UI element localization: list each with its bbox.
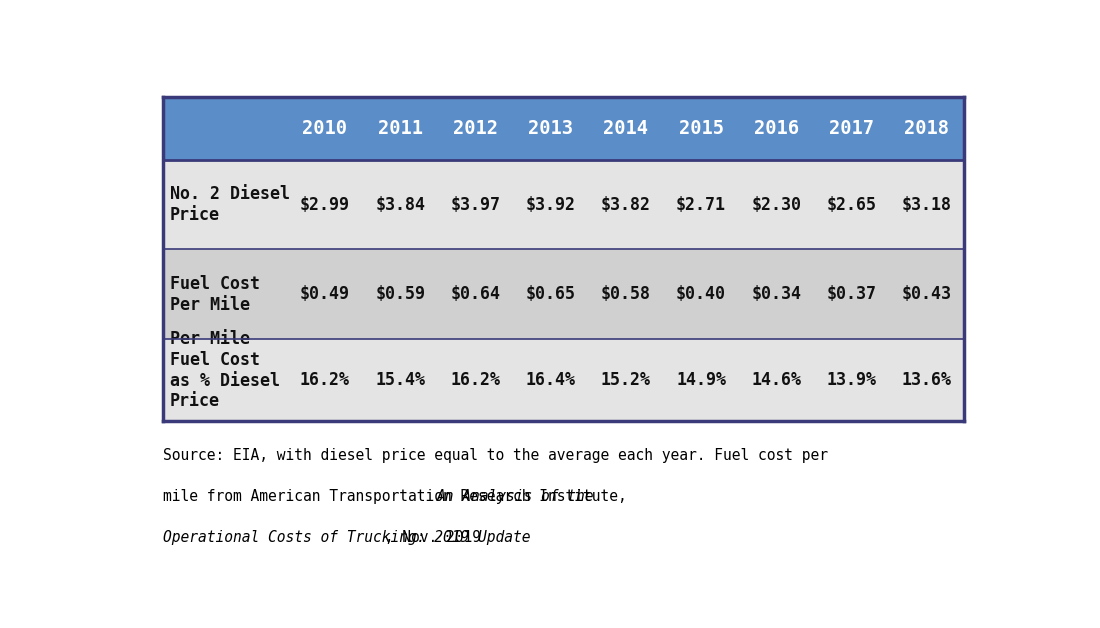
Text: Operational Costs of Trucking: 2019 Update: Operational Costs of Trucking: 2019 Upda… bbox=[163, 530, 530, 545]
Text: $2.30: $2.30 bbox=[751, 196, 801, 214]
Text: mile from American Transportation Research Institute,: mile from American Transportation Resear… bbox=[163, 489, 636, 504]
Text: 14.6%: 14.6% bbox=[751, 371, 801, 389]
Text: 13.9%: 13.9% bbox=[826, 371, 877, 389]
Text: 2016: 2016 bbox=[754, 119, 799, 138]
Text: , Nov. 2019: , Nov. 2019 bbox=[376, 530, 481, 545]
Text: $0.49: $0.49 bbox=[300, 285, 350, 303]
Text: $3.92: $3.92 bbox=[526, 196, 575, 214]
Text: $0.64: $0.64 bbox=[450, 285, 500, 303]
Text: $0.59: $0.59 bbox=[375, 285, 425, 303]
Text: No. 2 Diesel
Price: No. 2 Diesel Price bbox=[169, 185, 290, 224]
Text: 16.2%: 16.2% bbox=[300, 371, 350, 389]
Text: $0.34: $0.34 bbox=[751, 285, 801, 303]
FancyBboxPatch shape bbox=[163, 97, 965, 160]
Text: 2018: 2018 bbox=[904, 119, 949, 138]
Text: 16.4%: 16.4% bbox=[526, 371, 575, 389]
Text: $3.82: $3.82 bbox=[601, 196, 651, 214]
Text: 2017: 2017 bbox=[829, 119, 874, 138]
Text: $0.58: $0.58 bbox=[601, 285, 651, 303]
Text: $2.65: $2.65 bbox=[826, 196, 877, 214]
Text: 2014: 2014 bbox=[604, 119, 648, 138]
Text: 15.2%: 15.2% bbox=[601, 371, 651, 389]
Text: $0.65: $0.65 bbox=[526, 285, 575, 303]
Text: $0.37: $0.37 bbox=[826, 285, 877, 303]
Text: Fuel Cost
Per Mile: Fuel Cost Per Mile bbox=[169, 275, 260, 313]
Text: 2010: 2010 bbox=[302, 119, 348, 138]
Text: 2012: 2012 bbox=[453, 119, 498, 138]
FancyBboxPatch shape bbox=[163, 160, 965, 249]
Text: $0.43: $0.43 bbox=[902, 285, 952, 303]
Text: $3.84: $3.84 bbox=[375, 196, 425, 214]
Text: $2.99: $2.99 bbox=[300, 196, 350, 214]
Text: Source: EIA, with diesel price equal to the average each year. Fuel cost per: Source: EIA, with diesel price equal to … bbox=[163, 448, 828, 463]
Text: 2015: 2015 bbox=[679, 119, 724, 138]
Text: Per Mile
Fuel Cost
as % Diesel
Price: Per Mile Fuel Cost as % Diesel Price bbox=[169, 330, 279, 410]
Text: An Analysis of the: An Analysis of the bbox=[437, 489, 594, 504]
Text: 14.9%: 14.9% bbox=[676, 371, 726, 389]
Text: 2013: 2013 bbox=[528, 119, 573, 138]
FancyBboxPatch shape bbox=[163, 339, 965, 421]
Text: $3.18: $3.18 bbox=[902, 196, 952, 214]
Text: 15.4%: 15.4% bbox=[375, 371, 425, 389]
Text: 13.6%: 13.6% bbox=[902, 371, 952, 389]
Text: $2.71: $2.71 bbox=[676, 196, 726, 214]
Text: $0.40: $0.40 bbox=[676, 285, 726, 303]
Text: 16.2%: 16.2% bbox=[450, 371, 500, 389]
Text: $3.97: $3.97 bbox=[450, 196, 500, 214]
FancyBboxPatch shape bbox=[163, 249, 965, 339]
Text: 2011: 2011 bbox=[377, 119, 422, 138]
